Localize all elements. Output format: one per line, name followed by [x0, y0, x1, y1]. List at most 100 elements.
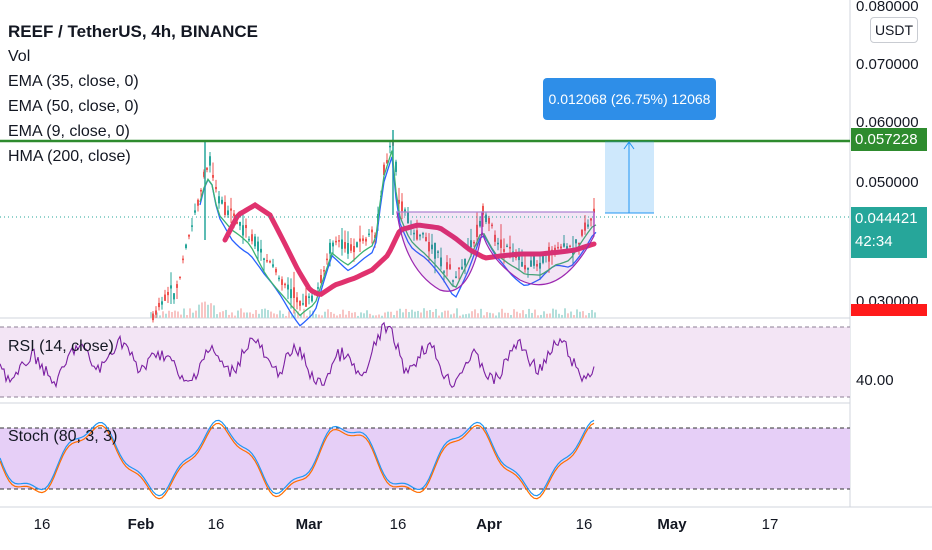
- indicator-hma-200[interactable]: HMA (200, close): [8, 148, 131, 165]
- volume-bar: [366, 310, 368, 318]
- volume-bar: [582, 311, 584, 318]
- indicator-ema-9[interactable]: EMA (9, close, 0): [8, 123, 130, 140]
- volume-bar: [177, 311, 179, 318]
- candle-body: [323, 270, 325, 272]
- chart-legend: REEF / TetherUS, 4h, BINANCE Vol EMA (35…: [8, 20, 258, 169]
- volume-bar: [531, 312, 533, 318]
- volume-bar: [195, 310, 197, 318]
- volume-bar: [387, 311, 389, 318]
- volume-bar: [435, 308, 437, 318]
- volume-bar: [243, 312, 245, 318]
- currency-button[interactable]: USDT: [870, 17, 918, 43]
- time-label: Apr: [476, 516, 502, 533]
- candle-body: [488, 217, 490, 224]
- volume-bar: [327, 309, 329, 318]
- volume-bar: [432, 311, 434, 318]
- volume-bar: [453, 313, 455, 318]
- volume-bar: [288, 311, 290, 318]
- volume-bar: [438, 315, 440, 318]
- volume-bar: [405, 308, 407, 318]
- candle-body: [170, 285, 172, 289]
- volume-bar: [168, 310, 170, 318]
- candle-body: [350, 244, 352, 251]
- volume-bar: [255, 310, 257, 318]
- volume-bar: [162, 311, 164, 318]
- volume-bar: [459, 315, 461, 318]
- volume-bar: [375, 315, 377, 318]
- volume-bar: [306, 315, 308, 318]
- indicator-vol[interactable]: Vol: [8, 48, 31, 65]
- volume-bar: [585, 315, 587, 318]
- volume-bar: [474, 309, 476, 318]
- volume-bar: [417, 310, 419, 318]
- volume-bar: [408, 312, 410, 318]
- volume-bar: [210, 303, 212, 318]
- symbol-title[interactable]: REEF / TetherUS, 4h, BINANCE: [8, 22, 258, 41]
- volume-bar: [579, 311, 581, 318]
- volume-bar: [471, 311, 473, 318]
- volume-bar: [192, 312, 194, 318]
- volume-bar: [495, 315, 497, 318]
- candle-body: [539, 262, 541, 269]
- candle-body: [236, 221, 238, 224]
- volume-bar: [510, 314, 512, 318]
- volume-bar: [300, 314, 302, 318]
- candle-body: [344, 242, 346, 249]
- volume-bar: [216, 314, 218, 318]
- rsi-tick: 40.00: [856, 372, 894, 389]
- indicator-ema-50[interactable]: EMA (50, close, 0): [8, 98, 139, 115]
- rsi-label[interactable]: RSI (14, close): [8, 338, 114, 355]
- stoch-k-line: [0, 419, 595, 497]
- volume-bar: [321, 315, 323, 318]
- candle-body: [254, 236, 256, 247]
- candle-body: [341, 239, 343, 249]
- volume-bar: [549, 313, 551, 318]
- volume-bar: [252, 313, 254, 318]
- candle-body: [167, 291, 169, 296]
- volume-bar: [507, 312, 509, 318]
- volume-bar: [318, 314, 320, 318]
- volume-bar: [402, 312, 404, 318]
- candle-body: [176, 284, 178, 288]
- candle-body: [263, 258, 265, 260]
- indicator-ema-35[interactable]: EMA (35, close, 0): [8, 73, 139, 90]
- candle-body: [206, 167, 208, 170]
- volume-bar: [528, 308, 530, 318]
- volume-bar: [576, 309, 578, 318]
- candle-body: [275, 268, 277, 273]
- stoch-band: [0, 428, 850, 489]
- stoch-label[interactable]: Stoch (80, 3, 3): [8, 428, 118, 445]
- candle-body: [452, 280, 454, 282]
- volume-bar: [234, 315, 236, 318]
- measure-arrow-head: [623, 141, 635, 150]
- volume-bar: [543, 311, 545, 318]
- volume-bar: [330, 312, 332, 318]
- volume-bar: [339, 314, 341, 318]
- time-label: Mar: [295, 516, 323, 533]
- volume-bar: [213, 305, 215, 318]
- candle-body: [473, 241, 475, 244]
- volume-bar: [297, 311, 299, 318]
- volume-bar: [573, 315, 575, 318]
- candle-body: [587, 224, 589, 227]
- candle-body: [164, 294, 166, 301]
- volume-bar: [519, 313, 521, 318]
- candle-body: [191, 225, 193, 227]
- candle-body: [593, 208, 595, 213]
- volume-bar: [588, 312, 590, 318]
- volume-bar: [267, 310, 269, 318]
- volume-bar: [390, 311, 392, 318]
- volume-bar: [570, 311, 572, 318]
- candle-body: [218, 196, 220, 204]
- candle-body: [563, 243, 565, 247]
- ema-green-line: [199, 150, 597, 317]
- volume-bar: [258, 313, 260, 318]
- volume-bar: [180, 314, 182, 318]
- volume-bar: [309, 310, 311, 318]
- candle-body: [404, 209, 406, 213]
- candle-body: [173, 293, 175, 300]
- candle-body: [542, 255, 544, 263]
- candle-body: [329, 242, 331, 254]
- volume-bar: [477, 313, 479, 318]
